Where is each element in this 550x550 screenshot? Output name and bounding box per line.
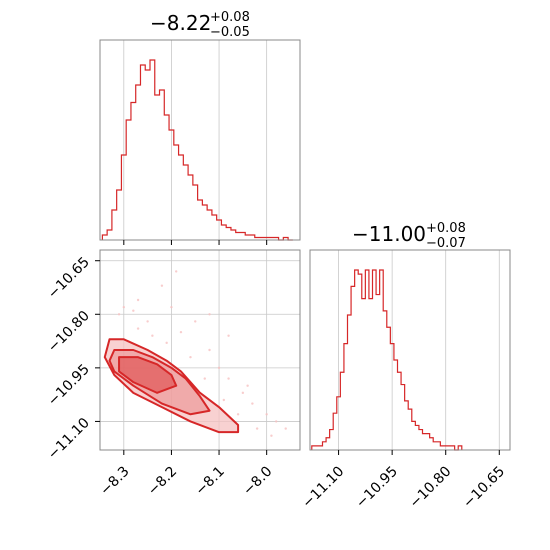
histogram-param-1	[101, 59, 293, 241]
scatter-point	[122, 305, 126, 309]
histogram-param-2	[311, 269, 463, 451]
x-axis-ticks-param-2: −11.10 −10.95 −10.80 −10.65	[299, 450, 508, 511]
x-tick-label: −10.80	[407, 464, 455, 512]
marginal-histogram-param-1: −8.22 +0.08 −0.05	[99, 10, 301, 245]
scatter-point	[132, 309, 135, 312]
x-tick-label: −8.2	[145, 464, 180, 499]
plot-frame-param-1	[99, 39, 301, 241]
marginal-histogram-param-2: −11.10 −10.95 −10.80 −10.65 −11.00 +0.08 −0…	[299, 221, 511, 511]
title-param-2: −11.00	[352, 222, 426, 246]
scatter-point	[151, 334, 154, 337]
joint-distribution-panel: −8.3 −8.2 −8.1 −8.0 −10.65 −10.80 −10.95 −11.1…	[45, 249, 301, 499]
title-param-1: −8.22	[150, 11, 211, 35]
scatter-point	[117, 313, 121, 316]
scatter-point	[284, 427, 287, 430]
x-tick-label: −10.65	[460, 464, 508, 512]
x-tick-label: −8.3	[97, 464, 132, 499]
title-param-2-sub: −0.07	[426, 236, 466, 251]
y-tick-label: −10.80	[45, 308, 93, 356]
scatter-point	[146, 320, 149, 323]
scatter-points	[117, 270, 287, 437]
scatter-point	[165, 341, 168, 345]
x-tick-label: −8.1	[193, 464, 228, 499]
contour-inner	[118, 356, 178, 394]
scatter-point	[236, 413, 240, 416]
scatter-point	[189, 355, 192, 359]
x-tick-label: −8.0	[240, 464, 275, 499]
scatter-point	[227, 334, 230, 337]
scatter-point	[265, 413, 268, 416]
scatter-point	[179, 330, 183, 334]
title-param-1-sup: +0.08	[210, 10, 250, 25]
scatter-point	[203, 377, 206, 380]
scatter-point	[174, 270, 178, 273]
plot-frame-param-2	[309, 249, 511, 451]
y-tick-label: −10.65	[45, 254, 93, 302]
scatter-point	[170, 305, 173, 309]
scatter-point	[160, 284, 164, 287]
scatter-point	[274, 420, 278, 423]
scatter-point	[251, 402, 254, 405]
scatter-point	[136, 327, 140, 330]
title-param-2-sup: +0.08	[426, 221, 466, 236]
scatter-point	[208, 348, 211, 352]
scatter-point	[241, 391, 245, 395]
y-tick-label: −11.10	[45, 415, 93, 463]
scatter-point	[136, 298, 140, 302]
x-tick-label: −10.95	[353, 464, 401, 512]
y-axis-ticks-joint: −10.65 −10.80 −10.95 −11.10	[45, 254, 100, 463]
scatter-point	[194, 320, 197, 323]
scatter-point	[270, 434, 273, 437]
x-axis-ticks-joint: −8.3 −8.2 −8.1 −8.0	[97, 450, 275, 499]
contour-mid	[108, 349, 211, 416]
x-tick-label: −11.10	[299, 464, 347, 512]
title-param-1-sub: −0.05	[210, 25, 250, 40]
scatter-point	[217, 366, 221, 370]
plot-frame-joint	[99, 249, 301, 451]
scatter-point	[255, 427, 259, 430]
y-tick-label: −10.95	[45, 361, 93, 409]
scatter-point	[222, 398, 226, 402]
scatter-point	[227, 377, 230, 380]
contour-levels	[103, 338, 240, 434]
scatter-point	[208, 313, 211, 316]
scatter-point	[246, 384, 249, 387]
